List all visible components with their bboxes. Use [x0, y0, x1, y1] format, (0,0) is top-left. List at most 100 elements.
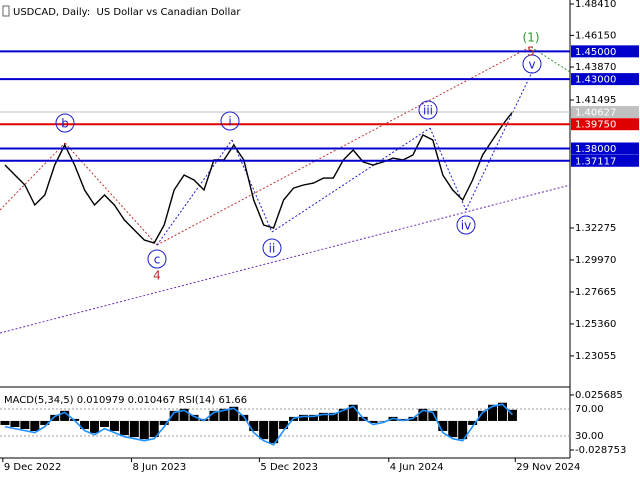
wave-label: c	[154, 253, 161, 267]
y-tick-label: 0.025685	[575, 390, 623, 401]
macd-bar	[119, 420, 129, 436]
wave-label: 4	[153, 269, 161, 283]
x-tick-label: 9 Dec 2022	[4, 462, 62, 473]
macd-bar	[109, 420, 119, 432]
macd-bar	[328, 412, 338, 421]
macd-bar	[318, 412, 328, 421]
macd-bar	[269, 420, 279, 444]
macd-bar	[348, 404, 358, 421]
macd-bar	[60, 410, 70, 421]
wave-line	[429, 127, 467, 211]
macd-bar	[40, 420, 50, 425]
wave-label: iv	[461, 219, 471, 233]
drawings	[0, 46, 571, 334]
price-line	[4, 111, 513, 244]
macd-bar	[219, 408, 229, 421]
level-label-box	[571, 142, 639, 155]
chart-icon	[2, 5, 10, 17]
macd-bar	[90, 420, 100, 434]
x-tick-label: 4 Jun 2024	[390, 462, 444, 473]
macd-bar	[428, 410, 438, 421]
level-label-box	[571, 106, 639, 119]
wave-label: 5	[527, 45, 535, 59]
y-tick-label: 1.43870	[575, 62, 616, 73]
macd-bar	[338, 408, 348, 421]
wave-label: iii	[423, 104, 433, 118]
macd-bar	[50, 414, 60, 421]
wave-label: v	[528, 58, 535, 72]
level-label: 1.43000	[575, 75, 616, 86]
wave-line	[465, 71, 533, 211]
y-tick-label: 1.48410	[575, 0, 616, 10]
macd-bar	[129, 420, 139, 438]
y-tick-label: 1.41495	[575, 95, 616, 106]
plot-area	[0, 50, 570, 446]
macd-bar	[10, 420, 20, 427]
macd-bar	[139, 420, 149, 440]
macd-bar	[159, 420, 169, 425]
macd-bar	[507, 409, 517, 421]
macd-bar	[448, 420, 458, 438]
wave-circle	[262, 238, 282, 258]
macd-bar	[149, 420, 159, 438]
macd-bar	[209, 410, 219, 421]
x-tick-label: 29 Nov 2024	[516, 462, 580, 473]
macd-bar	[239, 414, 249, 421]
macd-bar	[30, 420, 40, 432]
x-tick-label: 5 Dec 2023	[260, 462, 318, 473]
wave-circle	[522, 54, 542, 74]
macd-bar	[0, 420, 10, 425]
macd-bar	[368, 420, 378, 423]
wave-circle	[456, 215, 476, 235]
macd-bar	[279, 420, 289, 430]
wave-label: b	[61, 117, 69, 131]
y-tick-label: 1.23055	[575, 351, 616, 362]
level-label: 1.37117	[575, 156, 616, 167]
wave-label: ii	[269, 242, 276, 256]
wave-line	[271, 127, 431, 233]
macd-bar	[497, 402, 507, 421]
trend-line	[64, 142, 158, 246]
macd-bar	[259, 420, 269, 440]
level-label-box	[571, 118, 639, 131]
wave-line	[156, 139, 233, 246]
macd-bar	[249, 420, 259, 432]
wave-label: (1)	[523, 31, 540, 45]
x-tick-label: 8 Jun 2023	[132, 462, 186, 473]
y-tick-label: -0.028753	[575, 445, 626, 456]
wave-circle	[220, 111, 240, 131]
y-tick-label: 1.32275	[575, 223, 616, 234]
macd-bar	[468, 420, 478, 425]
y2-tick-label: 30.00	[575, 431, 604, 442]
level-label: 1.39750	[575, 120, 616, 131]
level-label: 1.40627	[575, 108, 616, 119]
macd-bar	[458, 420, 468, 440]
indicator-title: MACD(5,34,5) 0.010979 0.010467 RSI(14) 6…	[4, 395, 247, 406]
macd-bar	[488, 404, 498, 421]
macd-bar	[80, 420, 90, 430]
macd-bar	[229, 406, 239, 421]
macd-bar	[20, 420, 30, 430]
macd-bar	[99, 420, 109, 427]
y-tick-label: 1.25360	[575, 319, 616, 330]
macd-bar	[478, 410, 488, 421]
macd-bar	[308, 414, 318, 421]
macd-bar	[179, 408, 189, 421]
wave-circle	[55, 113, 75, 133]
wave-circle	[418, 100, 438, 120]
wave-label: i	[228, 115, 231, 129]
level-label: 1.38000	[575, 144, 616, 155]
y2-tick-label: 70.00	[575, 404, 604, 415]
level-label-box	[571, 45, 639, 58]
level-label-box	[571, 154, 639, 167]
macd-bar	[169, 410, 179, 421]
wave-line	[231, 139, 273, 233]
y-tick-label: 1.46150	[575, 30, 616, 41]
macd-bar	[298, 414, 308, 421]
y-tick-label: 1.27665	[575, 287, 616, 298]
level-label: 1.45000	[575, 47, 616, 58]
trend-line	[0, 142, 66, 211]
macd-bar	[378, 420, 388, 422]
